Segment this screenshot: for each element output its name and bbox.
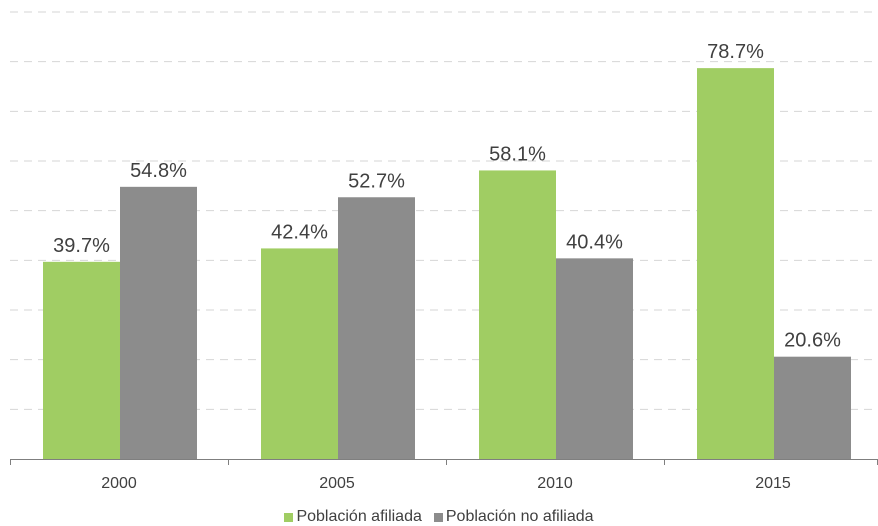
bar-afiliada-2000 bbox=[43, 262, 120, 459]
bar-no-afiliada-2010 bbox=[556, 258, 633, 459]
data-label-no-afiliada-2015: 20.6% bbox=[784, 330, 841, 352]
legend-label-afiliada: Población afiliada bbox=[296, 508, 421, 526]
data-label-no-afiliada-2000: 54.8% bbox=[130, 160, 187, 182]
data-label-no-afiliada-2010: 40.4% bbox=[566, 231, 623, 253]
x-axis: 2000 2005 2010 2015 bbox=[10, 459, 878, 492]
legend-swatch-afiliada bbox=[284, 513, 293, 522]
bar-no-afiliada-2015 bbox=[774, 357, 851, 459]
bars bbox=[43, 68, 851, 459]
bar-afiliada-2010 bbox=[479, 170, 556, 459]
bar-afiliada-2015 bbox=[697, 68, 774, 459]
data-label-afiliada-2005: 42.4% bbox=[271, 221, 328, 243]
data-label-afiliada-2000: 39.7% bbox=[53, 235, 110, 257]
x-tick-label-2010: 2010 bbox=[537, 475, 573, 492]
x-tick-label-2000: 2000 bbox=[101, 475, 137, 492]
legend-label-no-afiliada: Población no afiliada bbox=[446, 508, 594, 526]
data-label-afiliada-2010: 58.1% bbox=[489, 143, 546, 165]
legend-swatch-no-afiliada bbox=[434, 513, 443, 522]
bar-no-afiliada-2000 bbox=[120, 187, 197, 459]
bar-afiliada-2005 bbox=[261, 248, 338, 459]
data-label-no-afiliada-2005: 52.7% bbox=[348, 170, 405, 192]
data-label-afiliada-2015: 78.7% bbox=[707, 41, 764, 63]
bar-no-afiliada-2005 bbox=[338, 197, 415, 459]
legend-item-no-afiliada: Población no afiliada bbox=[434, 508, 594, 526]
legend: Población afiliada Población no afiliada bbox=[0, 508, 878, 526]
x-tick-label-2005: 2005 bbox=[319, 475, 355, 492]
bar-chart: 39.7% 54.8% 42.4% 52.7% 58.1% 40.4% 78.7% 20.6%… bbox=[0, 0, 878, 506]
legend-item-afiliada: Población afiliada bbox=[284, 508, 421, 526]
x-tick-label-2015: 2015 bbox=[755, 475, 791, 492]
